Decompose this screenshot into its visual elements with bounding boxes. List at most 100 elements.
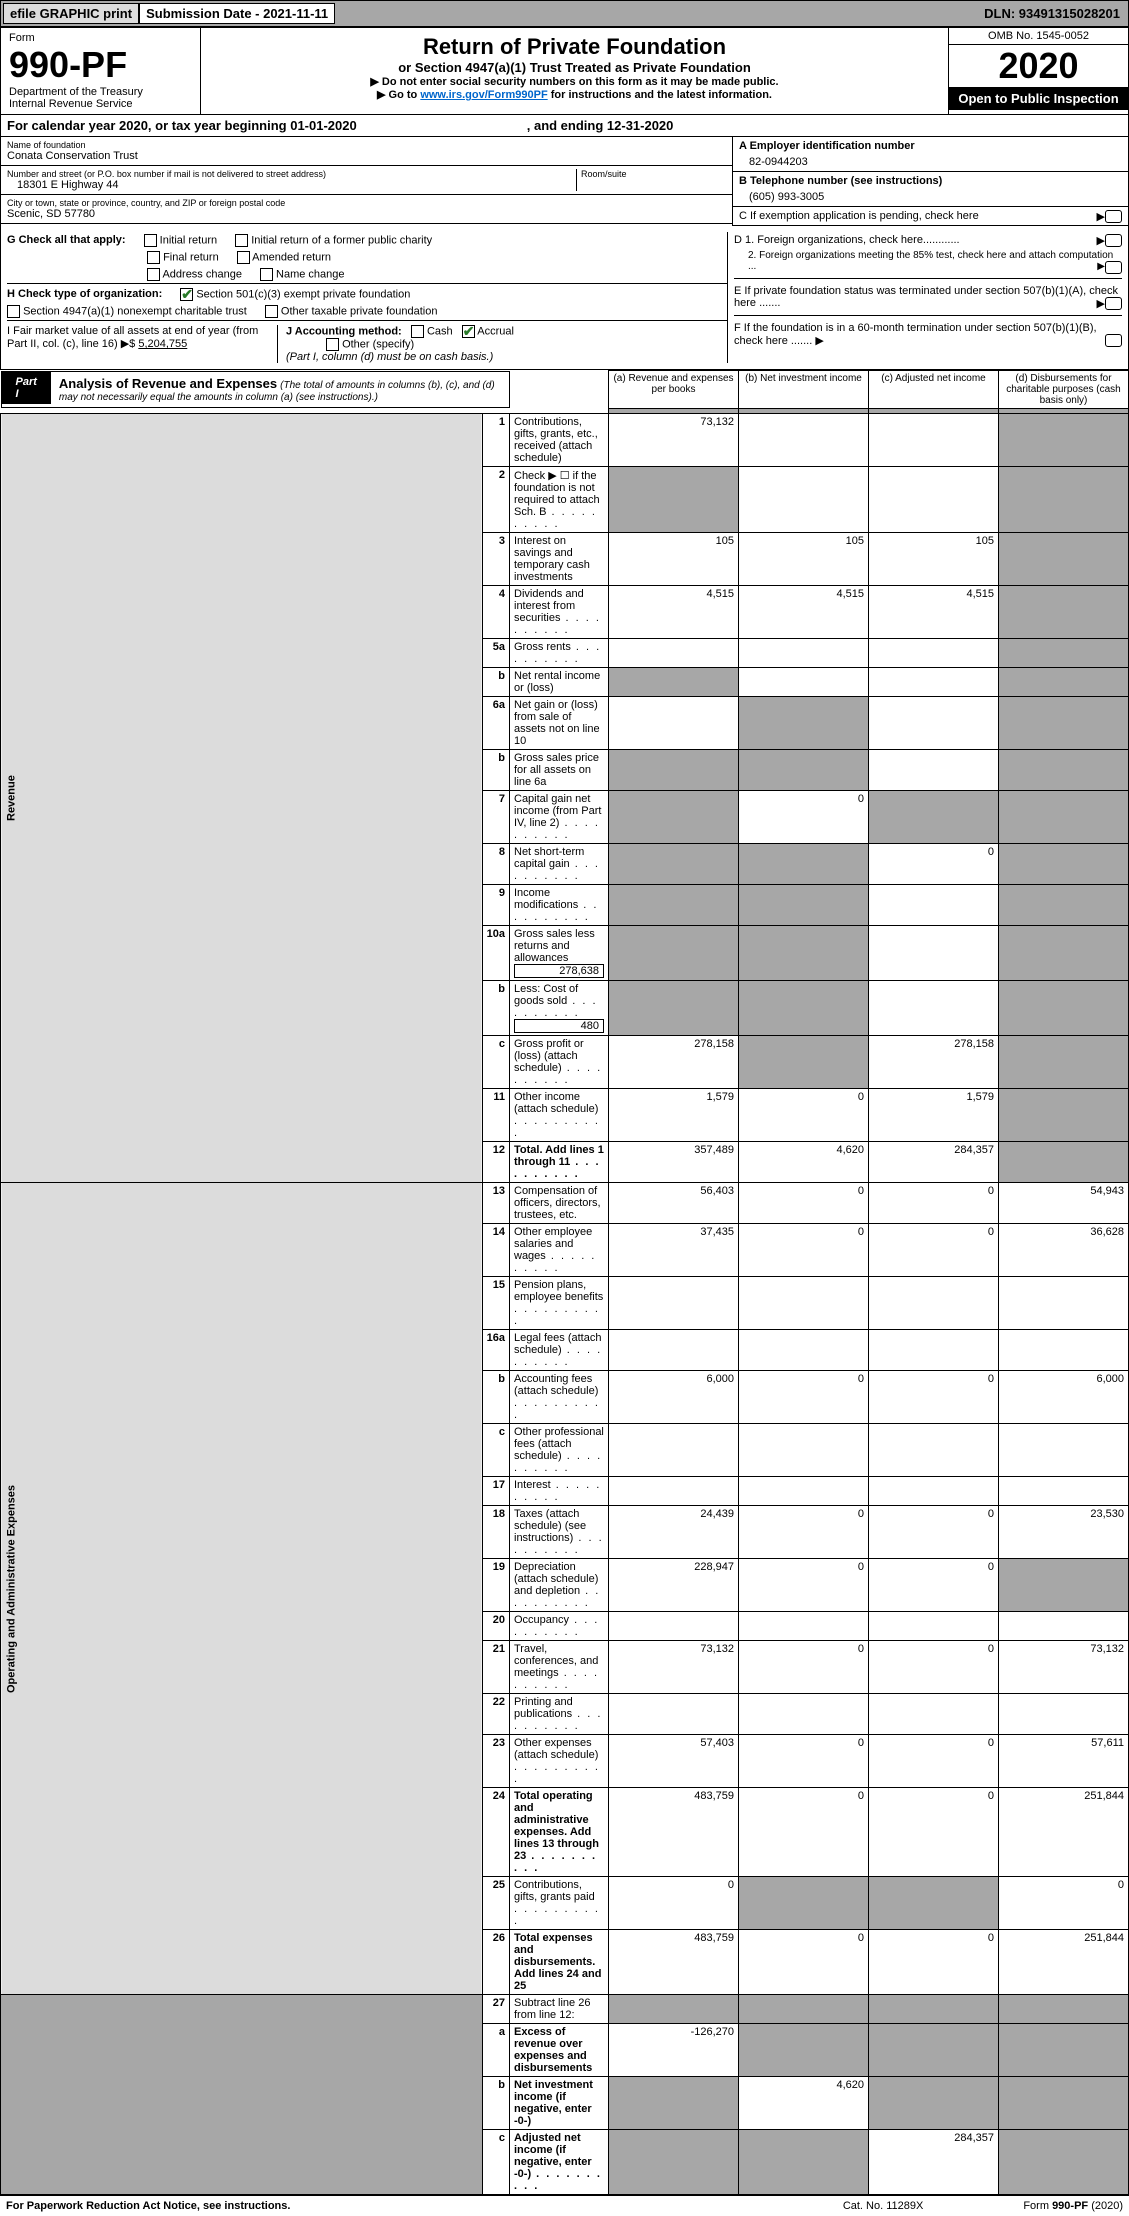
h-label: H Check type of organization: xyxy=(7,288,162,301)
cell-a xyxy=(609,844,739,885)
cell-a xyxy=(609,791,739,844)
cell-b: 4,620 xyxy=(739,1142,869,1183)
cell-a xyxy=(609,697,739,750)
cell-a xyxy=(609,2130,739,2195)
line-desc: Taxes (attach schedule) (see instruction… xyxy=(510,1506,609,1559)
cell-d: 54,943 xyxy=(999,1183,1129,1224)
cell-b: 0 xyxy=(739,1224,869,1277)
line-num: b xyxy=(482,750,509,791)
line-num: 5a xyxy=(482,639,509,668)
cell-a xyxy=(609,1694,739,1735)
cell-c xyxy=(869,1877,999,1930)
cb-accrual[interactable] xyxy=(462,325,475,338)
line-num: 27 xyxy=(482,1995,509,2024)
top-bar: efile GRAPHIC print Submission Date - 20… xyxy=(0,0,1129,27)
cell-a xyxy=(609,2077,739,2130)
cell-c: 105 xyxy=(869,533,999,586)
c-checkbox[interactable] xyxy=(1105,210,1122,223)
cell-c: 284,357 xyxy=(869,2130,999,2195)
f-checkbox[interactable] xyxy=(1105,334,1122,347)
cell-d xyxy=(999,1330,1129,1371)
line-desc: Other income (attach schedule) xyxy=(510,1089,609,1142)
cb-name-change[interactable] xyxy=(260,268,273,281)
cell-b xyxy=(739,1612,869,1641)
dept: Department of the Treasury xyxy=(9,86,192,98)
line-num: 18 xyxy=(482,1506,509,1559)
form-subtitle: or Section 4947(a)(1) Trust Treated as P… xyxy=(207,60,942,75)
cell-d xyxy=(999,1995,1129,2024)
line-desc: Gross sales less returns and allowances2… xyxy=(510,926,609,981)
cell-c xyxy=(869,639,999,668)
cell-c: 278,158 xyxy=(869,1036,999,1089)
line-num: 23 xyxy=(482,1735,509,1788)
cell-b xyxy=(739,885,869,926)
cell-b xyxy=(739,1330,869,1371)
cb-amended[interactable] xyxy=(237,251,250,264)
cell-c: 0 xyxy=(869,1930,999,1995)
cb-other-taxable[interactable] xyxy=(265,305,278,318)
cell-a: 1,579 xyxy=(609,1089,739,1142)
line-desc: Net investment income (if negative, ente… xyxy=(510,2077,609,2130)
line-num: 9 xyxy=(482,885,509,926)
d1-checkbox[interactable] xyxy=(1105,234,1122,247)
line-desc: Other professional fees (attach schedule… xyxy=(510,1424,609,1477)
j-label: J Accounting method: xyxy=(286,325,402,337)
line-desc: Interest xyxy=(510,1477,609,1506)
footer: For Paperwork Reduction Act Notice, see … xyxy=(0,2195,1129,2216)
line-num: 14 xyxy=(482,1224,509,1277)
line-num: b xyxy=(482,668,509,697)
cell-c xyxy=(869,1477,999,1506)
cell-d xyxy=(999,697,1129,750)
cell-a xyxy=(609,1995,739,2024)
cell-c xyxy=(869,1424,999,1477)
cb-501c3[interactable] xyxy=(180,288,193,301)
cell-d xyxy=(999,639,1129,668)
e-checkbox[interactable] xyxy=(1105,297,1122,310)
cell-d: 73,132 xyxy=(999,1641,1129,1694)
irs: Internal Revenue Service xyxy=(9,98,192,110)
cb-4947a1[interactable] xyxy=(7,305,20,318)
part1-title: Analysis of Revenue and Expenses xyxy=(59,376,277,391)
cell-b xyxy=(739,1877,869,1930)
form-link[interactable]: www.irs.gov/Form990PF xyxy=(420,89,547,101)
cell-d xyxy=(999,2130,1129,2195)
cell-a xyxy=(609,981,739,1036)
cell-b: 0 xyxy=(739,1183,869,1224)
cb-cash[interactable] xyxy=(411,325,424,338)
line-num: 6a xyxy=(482,697,509,750)
f-label: F If the foundation is in a 60-month ter… xyxy=(734,322,1097,347)
j-note: (Part I, column (d) must be on cash basi… xyxy=(286,351,493,363)
line-num: 15 xyxy=(482,1277,509,1330)
i-fmv: 5,204,755 xyxy=(138,338,187,350)
line-desc: Contributions, gifts, grants paid xyxy=(510,1877,609,1930)
line-desc: Accounting fees (attach schedule) xyxy=(510,1371,609,1424)
cell-c xyxy=(869,467,999,533)
cb-address-change[interactable] xyxy=(147,268,160,281)
cell-b: 0 xyxy=(739,1930,869,1995)
cell-a xyxy=(609,668,739,697)
foundation-name-cell: Name of foundation Conata Conservation T… xyxy=(1,137,732,166)
cell-b: 0 xyxy=(739,1641,869,1694)
revenue-label: Revenue xyxy=(1,414,483,1183)
cell-d xyxy=(999,2077,1129,2130)
cell-b xyxy=(739,2024,869,2077)
cb-final-return[interactable] xyxy=(147,251,160,264)
cell-a: 73,132 xyxy=(609,1641,739,1694)
cell-b xyxy=(739,926,869,981)
cell-a xyxy=(609,1477,739,1506)
d1-label: D 1. Foreign organizations, check here..… xyxy=(734,234,960,246)
line-desc: Adjusted net income (if negative, enter … xyxy=(510,2130,609,2195)
cell-a: 24,439 xyxy=(609,1506,739,1559)
cb-other-method[interactable] xyxy=(326,338,339,351)
table-row: Operating and Administrative Expenses13C… xyxy=(1,1183,1129,1224)
cell-d: 23,530 xyxy=(999,1506,1129,1559)
street-address: 18301 E Highway 44 xyxy=(7,179,576,191)
i-label: I Fair market value of all assets at end… xyxy=(7,325,258,350)
line-desc: Less: Cost of goods sold480 xyxy=(510,981,609,1036)
cell-c xyxy=(869,981,999,1036)
cb-initial-return[interactable] xyxy=(144,234,157,247)
cell-d xyxy=(999,1612,1129,1641)
e-label: E If private foundation status was termi… xyxy=(734,285,1118,309)
d2-checkbox[interactable] xyxy=(1105,261,1122,274)
cb-initial-former[interactable] xyxy=(235,234,248,247)
